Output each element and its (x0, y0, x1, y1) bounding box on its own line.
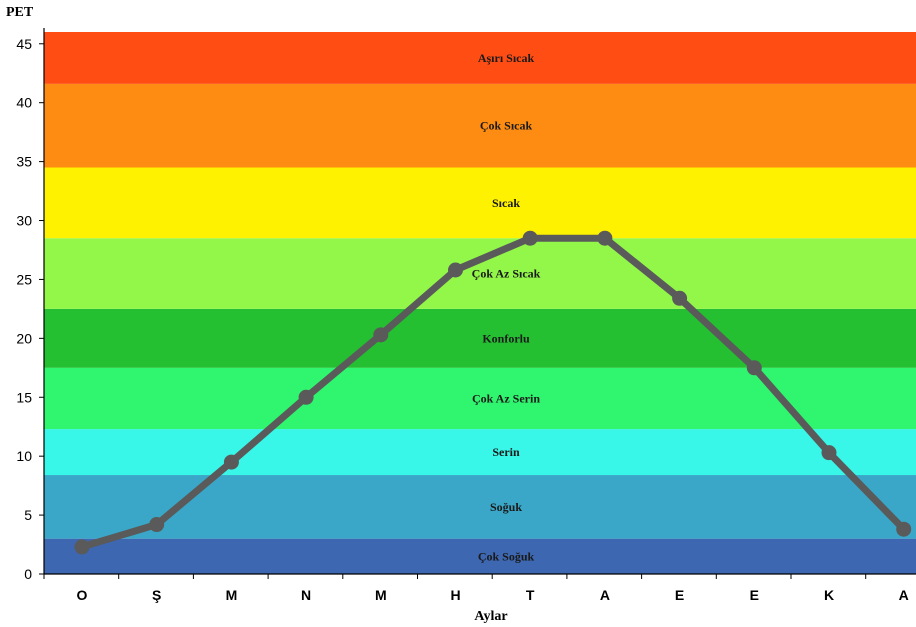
y-tick-label: 45 (16, 36, 32, 52)
data-point (448, 262, 463, 278)
band-1 (44, 475, 916, 539)
data-point (298, 389, 314, 405)
y-tick-label: 15 (16, 389, 32, 405)
band-label: Çok Az Serin (472, 391, 540, 405)
y-tick-label: 35 (16, 154, 32, 170)
y-axis-title: PET (6, 5, 34, 20)
band-8 (44, 32, 916, 84)
x-tick-label: K (824, 587, 834, 603)
pet-series (74, 230, 912, 555)
data-point (672, 290, 688, 306)
band-5 (44, 238, 916, 309)
y-tick-label: 25 (16, 271, 32, 287)
band-label: Çok Soğuk (478, 549, 535, 563)
comfort-bands (44, 32, 916, 574)
data-point (896, 521, 912, 537)
band-4 (44, 308, 916, 368)
y-tick-label: 20 (16, 330, 32, 346)
band-label: Çok Sıcak (480, 119, 533, 133)
series-line (78, 234, 908, 551)
x-tick-label: O (77, 587, 88, 603)
data-point (373, 327, 389, 343)
band-label: Konforlu (482, 331, 530, 345)
data-point (223, 454, 239, 470)
x-axis-title: Aylar (474, 609, 507, 624)
band-label: Sıcak (492, 196, 520, 210)
x-tick-label: A (600, 587, 610, 603)
y-tick-label: 30 (16, 213, 32, 229)
data-point (597, 230, 613, 246)
band-label: Soğuk (490, 500, 522, 514)
x-tick-label: E (675, 587, 684, 603)
band-3 (44, 367, 916, 430)
x-tick-label: N (301, 587, 311, 603)
x-tick-label: T (526, 587, 535, 603)
band-6 (44, 167, 916, 239)
band-label: Aşırı Sıcak (478, 51, 535, 65)
data-point (821, 445, 837, 461)
x-tick-label: H (450, 587, 460, 603)
band-2 (44, 429, 916, 476)
x-tick-label: A (899, 587, 909, 603)
band-label: Çok Az Sıcak (472, 267, 541, 281)
band-label: Serin (492, 445, 520, 459)
x-tick-label: E (750, 587, 759, 603)
band-labels: Çok Soğuk Soğuk Serin Çok Az Serin Konforlu Ç… (472, 51, 541, 563)
x-tick-label: Ş (152, 587, 161, 603)
band-0 (44, 538, 916, 574)
data-point (746, 360, 762, 376)
y-tick-label: 5 (24, 507, 32, 523)
y-axis-ticks: 0 5 10 15 20 25 30 35 40 45 (16, 36, 44, 582)
data-point (522, 230, 538, 246)
x-tick-label: M (375, 587, 387, 603)
data-point (74, 539, 90, 555)
data-point (149, 517, 165, 533)
y-tick-label: 10 (16, 448, 32, 464)
band-7 (44, 83, 916, 168)
y-tick-label: 0 (24, 566, 32, 582)
y-tick-label: 40 (16, 95, 32, 111)
x-tick-label: M (226, 587, 238, 603)
axes (43, 28, 916, 575)
